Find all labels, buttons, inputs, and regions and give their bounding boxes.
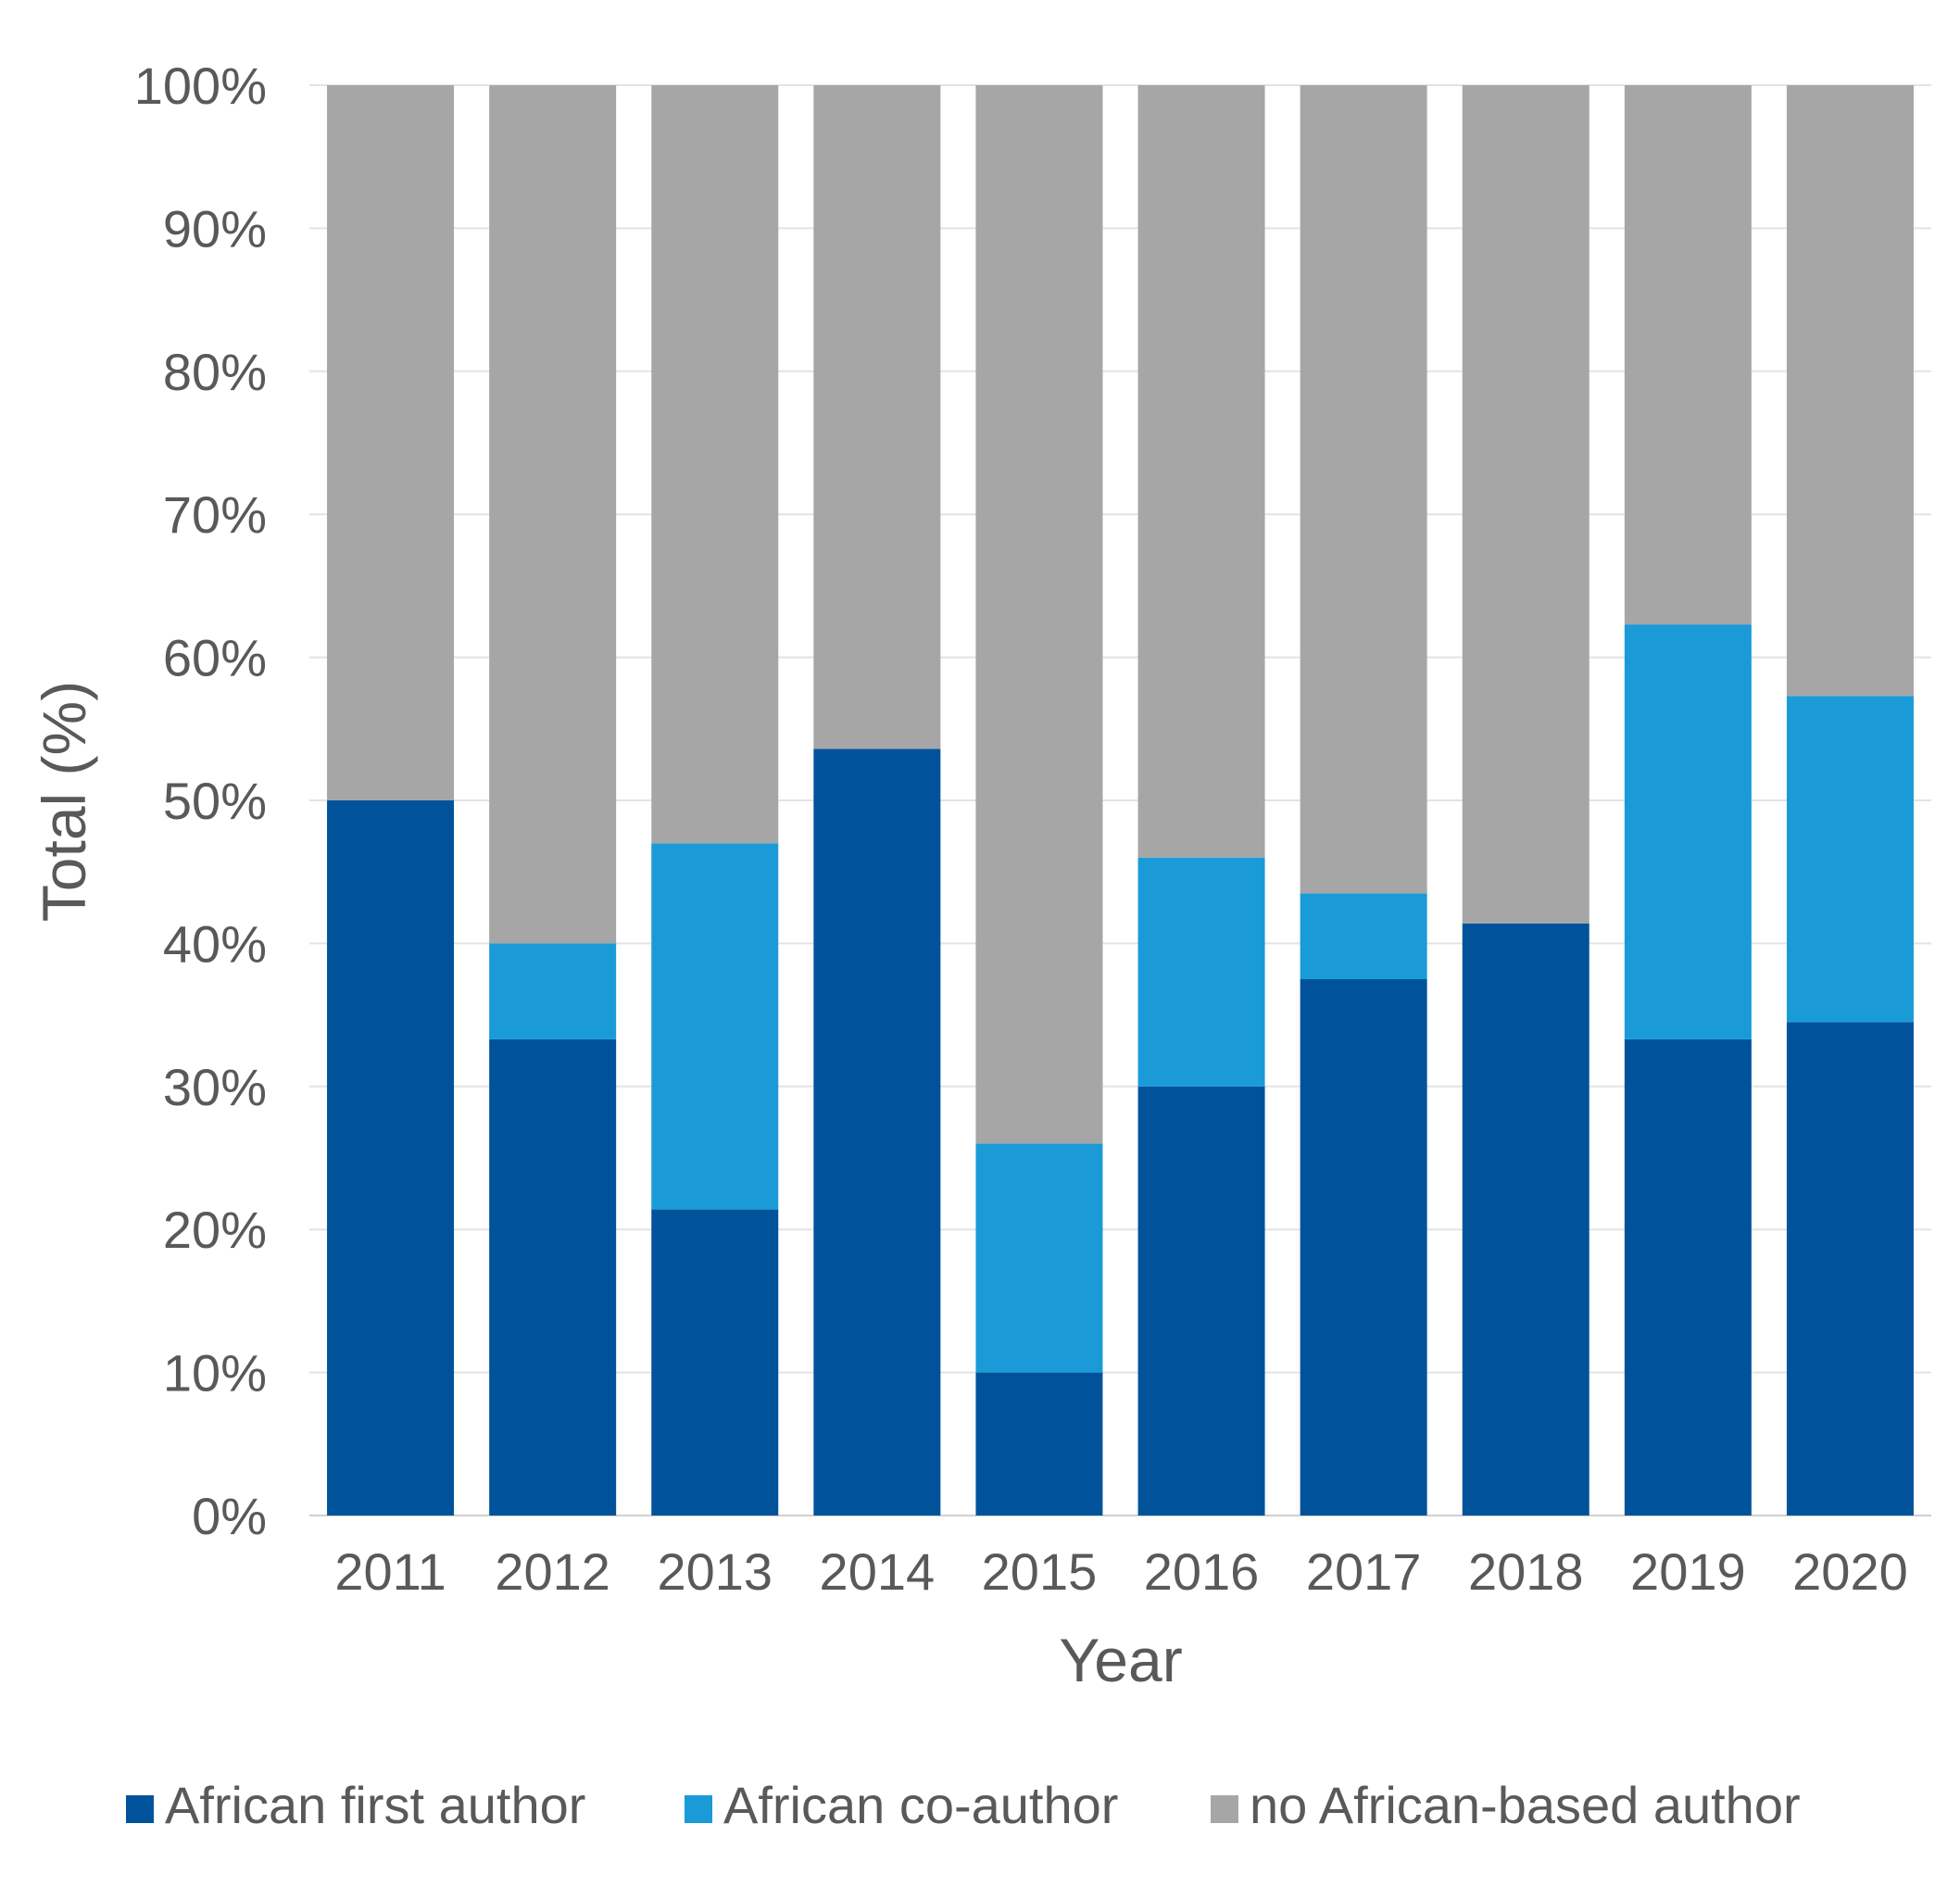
bar-2020-series-0 [1786,1022,1914,1516]
x-tick-label-2019: 2019 [1630,1542,1746,1601]
y-tick-label-50: 50% [163,772,267,830]
bar-2018-series-0 [1462,923,1589,1516]
x-tick-label-2016: 2016 [1144,1542,1260,1601]
bar-2016-series-1 [1137,857,1265,1087]
y-tick-label-10: 10% [163,1344,267,1403]
legend-swatch-1 [685,1795,712,1823]
bar-2014-series-2 [813,85,941,749]
y-tick-label-20: 20% [163,1201,267,1259]
x-axis-label: Year [1059,1626,1182,1694]
legend-swatch-2 [1211,1795,1238,1823]
y-tick-label-80: 80% [163,343,267,401]
y-axis-ticks: 0% 10% 20% 30% 40% 50% 60% 70% 80% 90% 100% [134,57,267,1545]
bar-2018-series-2 [1462,85,1589,924]
bar-2017-series-2 [1300,85,1427,894]
y-tick-label-70: 70% [163,485,267,544]
y-tick-label-0: 0% [192,1487,267,1545]
y-tick-label-90: 90% [163,199,267,258]
y-tick-label-30: 30% [163,1058,267,1116]
bar-2015-series-2 [975,85,1103,1144]
bar-2013-series-1 [651,843,779,1210]
x-axis-ticks: 2011 2012 2013 2014 2015 2016 2017 2018 2019 2020 [334,1542,1907,1601]
y-axis-label: Total (%) [30,681,98,922]
y-tick-label-40: 40% [163,914,267,973]
bar-2020-series-1 [1786,696,1914,1023]
bar-2014-series-0 [813,749,941,1516]
bar-2019-series-0 [1624,1038,1752,1516]
legend-label-1: African co-author [723,1776,1118,1834]
bar-2016-series-2 [1137,85,1265,858]
bar-2012-series-2 [489,85,617,944]
x-tick-label-2018: 2018 [1468,1542,1584,1601]
bars [327,85,1914,1516]
bar-2011-series-0 [327,800,455,1516]
bar-2020-series-2 [1786,85,1914,697]
bar-2012-series-0 [489,1038,617,1516]
bar-2011-series-2 [327,85,455,800]
x-tick-label-2013: 2013 [657,1542,773,1601]
legend: African first author African co-author no … [126,1776,1801,1834]
x-tick-label-2020: 2020 [1792,1542,1908,1601]
x-tick-label-2015: 2015 [982,1542,1098,1601]
bar-2013-series-0 [651,1209,779,1516]
legend-swatch-0 [126,1795,154,1823]
bar-2017-series-1 [1300,893,1427,979]
x-tick-label-2012: 2012 [495,1542,610,1601]
y-tick-label-100: 100% [134,57,267,115]
bar-2015-series-1 [975,1143,1103,1373]
y-tick-label-60: 60% [163,629,267,687]
x-tick-label-2014: 2014 [820,1542,936,1601]
x-tick-label-2017: 2017 [1306,1542,1422,1601]
bar-2019-series-2 [1624,85,1752,625]
bar-2012-series-1 [489,943,617,1039]
bar-2015-series-0 [975,1372,1103,1516]
bar-2016-series-0 [1137,1086,1265,1516]
x-tick-label-2011: 2011 [334,1542,446,1601]
bar-2013-series-2 [651,85,779,844]
bar-2017-series-0 [1300,979,1427,1516]
legend-label-0: African first author [165,1776,585,1834]
bar-2019-series-1 [1624,624,1752,1039]
legend-label-2: no African-based author [1250,1776,1801,1834]
